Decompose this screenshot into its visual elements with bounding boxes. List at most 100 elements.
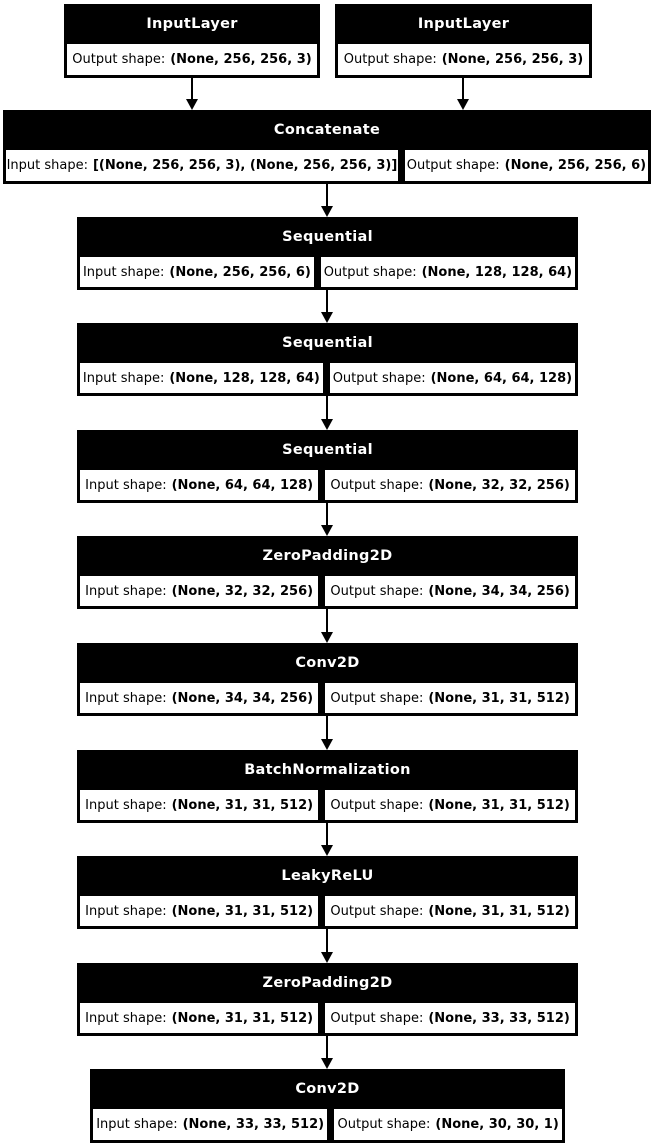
shape-value: (None, 32, 32, 256) [428,477,570,493]
output-shape-cell: Output shape: (None, 256, 256, 3) [67,44,317,75]
node-conv2d-2: Conv2D Input shape: (None, 33, 33, 512) … [90,1069,565,1143]
shape-cells: Input shape: (None, 32, 32, 256) Output … [77,576,578,609]
shape-value: (None, 256, 256, 3) [441,52,584,67]
input-shape-cell: Input shape: (None, 256, 256, 6) [80,257,314,287]
input-shape-cell: Input shape: (None, 31, 31, 512) [80,1003,319,1033]
arrow-down-icon [321,290,333,323]
node-zeropadding2d-2: ZeroPadding2D Input shape: (None, 31, 31… [77,963,578,1036]
layer-title: BatchNormalization [244,762,411,778]
shape-value: (None, 34, 34, 256) [171,690,314,706]
shape-value: (None, 31, 31, 512) [171,797,314,813]
shape-cells: Input shape: (None, 31, 31, 512) Output … [77,896,578,929]
shape-value: (None, 64, 64, 128) [430,370,573,386]
shape-label: Output shape: [72,52,166,67]
arrow-down-icon [321,503,333,536]
shape-label: Input shape: [85,690,167,706]
shape-label: Input shape: [85,583,167,599]
shape-cells: Input shape: (None, 256, 256, 6) Output … [77,257,578,290]
input-shape-cell: Input shape: (None, 128, 128, 64) [80,363,323,393]
output-shape-cell: Output shape: (None, 33, 33, 512) [325,1003,575,1033]
shape-label: Output shape: [337,1117,431,1132]
output-shape-cell: Output shape: (None, 31, 31, 512) [325,896,575,926]
arrow-down-icon [186,78,198,110]
shape-value: (None, 33, 33, 512) [182,1117,325,1132]
arrow-down-icon [321,184,333,217]
shape-value: (None, 31, 31, 512) [428,797,570,813]
shape-value: (None, 31, 31, 512) [171,1010,314,1026]
input-shape-cell: Input shape: (None, 64, 64, 128) [80,470,319,500]
shape-label: Output shape: [332,370,426,386]
shape-label: Input shape: [85,1010,167,1026]
shape-value: [(None, 256, 256, 3), (None, 256, 256, 3… [92,158,398,173]
layer-title: InputLayer [417,16,510,32]
shape-value: (None, 31, 31, 512) [171,903,314,919]
layer-title: Sequential [282,229,373,245]
shape-value: (None, 31, 31, 512) [428,903,570,919]
layer-title: Conv2D [295,1081,360,1097]
layer-title: ZeroPadding2D [262,548,393,564]
input-shape-cell: Input shape: (None, 32, 32, 256) [80,576,319,606]
shape-cells: Input shape: (None, 128, 128, 64) Output… [77,363,578,396]
input-shape-cell: Input shape: (None, 34, 34, 256) [80,683,319,713]
shape-value: (None, 32, 32, 256) [171,583,314,599]
node-input-layer-2: InputLayer Output shape: (None, 256, 256… [335,4,592,78]
layer-title: Conv2D [295,655,360,671]
output-shape-cell: Output shape: (None, 32, 32, 256) [325,470,575,500]
shape-label: Output shape: [330,1010,424,1026]
shape-label: Input shape: [6,158,88,173]
shape-value: (None, 33, 33, 512) [428,1010,570,1026]
output-shape-cell: Output shape: (None, 64, 64, 128) [329,363,575,393]
shape-value: (None, 64, 64, 128) [171,477,314,493]
arrow-down-icon [321,823,333,856]
output-shape-cell: Output shape: (None, 31, 31, 512) [325,683,575,713]
shape-label: Input shape: [82,370,165,386]
node-sequential-2: Sequential Input shape: (None, 128, 128,… [77,323,578,396]
shape-cells: Input shape: (None, 31, 31, 512) Output … [77,790,578,823]
shape-label: Output shape: [330,903,424,919]
input-shape-cell: Input shape: [(None, 256, 256, 3), (None… [6,150,398,181]
shape-label: Output shape: [343,52,437,67]
shape-value: (None, 128, 128, 64) [421,264,573,280]
shape-value: (None, 256, 256, 3) [170,52,312,67]
shape-cells: Input shape: (None, 34, 34, 256) Output … [77,683,578,716]
shape-label: Output shape: [323,264,417,280]
shape-label: Input shape: [96,1117,178,1132]
output-shape-cell: Output shape: (None, 34, 34, 256) [325,576,575,606]
shape-value: (None, 34, 34, 256) [428,583,570,599]
shape-label: Input shape: [82,264,165,280]
node-leakyrelu: LeakyReLU Input shape: (None, 31, 31, 51… [77,856,578,929]
arrow-down-icon [321,929,333,963]
node-concatenate: Concatenate Input shape: [(None, 256, 25… [3,110,651,184]
shape-value: (None, 256, 256, 6) [504,158,647,173]
node-sequential-3: Sequential Input shape: (None, 64, 64, 1… [77,430,578,503]
shape-cells: Input shape: (None, 64, 64, 128) Output … [77,470,578,503]
input-shape-cell: Input shape: (None, 31, 31, 512) [80,896,319,926]
shape-label: Output shape: [406,158,500,173]
input-shape-cell: Input shape: (None, 33, 33, 512) [93,1109,328,1140]
layer-title: LeakyReLU [281,868,374,884]
shape-value: (None, 31, 31, 512) [428,690,570,706]
shape-value: (None, 256, 256, 6) [169,264,311,280]
shape-cells: Input shape: (None, 33, 33, 512) Output … [90,1109,565,1143]
output-shape-cell: Output shape: (None, 256, 256, 6) [404,150,648,181]
shape-label: Input shape: [85,797,167,813]
arrow-down-icon [457,78,469,110]
shape-label: Input shape: [85,903,167,919]
output-shape-cell: Output shape: (None, 30, 30, 1) [334,1109,562,1140]
arrow-down-icon [321,609,333,643]
shape-label: Output shape: [330,477,424,493]
node-sequential-1: Sequential Input shape: (None, 256, 256,… [77,217,578,290]
shape-cells: Output shape: (None, 256, 256, 3) [64,44,320,78]
arrow-down-icon [321,396,333,430]
shape-cells: Output shape: (None, 256, 256, 3) [335,44,592,78]
node-zeropadding2d-1: ZeroPadding2D Input shape: (None, 32, 32… [77,536,578,609]
layer-title: InputLayer [146,16,238,32]
shape-label: Output shape: [330,583,424,599]
layer-title: Sequential [282,335,373,351]
layer-title: Sequential [282,442,373,458]
layer-title: ZeroPadding2D [262,975,393,991]
arrow-down-icon [321,1036,333,1069]
shape-label: Output shape: [330,797,424,813]
output-shape-cell: Output shape: (None, 256, 256, 3) [338,44,589,75]
